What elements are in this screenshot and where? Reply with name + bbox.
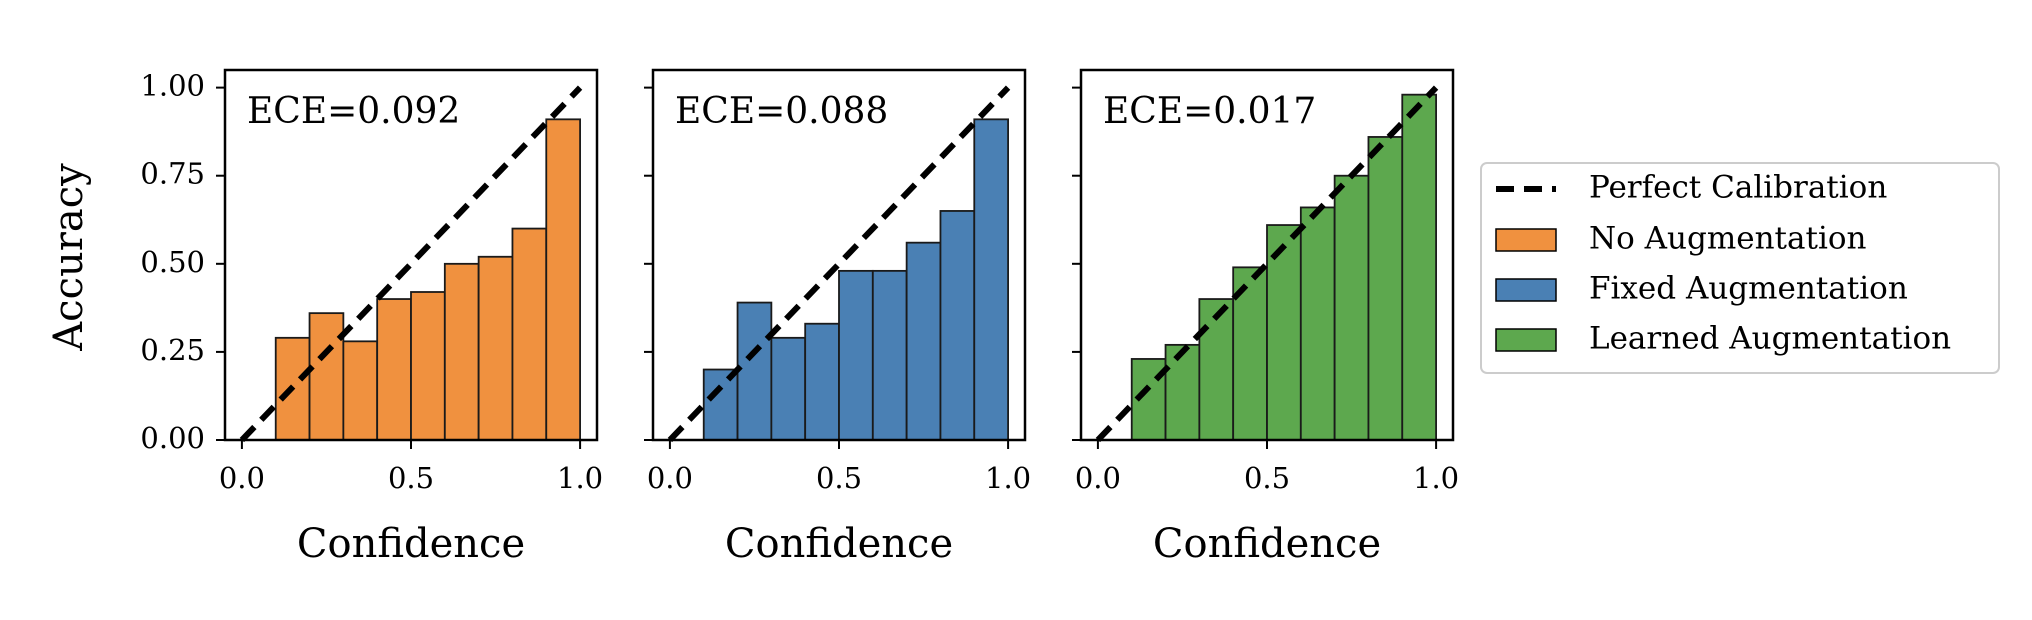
- ece-annotation: ECE=0.088: [675, 91, 888, 132]
- bar-2: [1164, 343, 1201, 441]
- bar-9: [973, 118, 1009, 441]
- x-tick-label: 0.0: [1075, 461, 1121, 495]
- panel-no-augmentation: 0.0 0.5 1.0 0.00 0.25 0.50 0.75 1.00 Confidence E…: [140, 69, 603, 567]
- perfect-calibration-line: [1095, 85, 1439, 443]
- y-tick-label: 1.00: [140, 69, 205, 103]
- y-tick-label: 0.25: [140, 333, 205, 367]
- bar-5: [410, 291, 446, 441]
- bar-4: [804, 322, 840, 441]
- bar-2: [308, 312, 345, 441]
- bar-6: [443, 262, 480, 441]
- legend-frame: [1480, 162, 2000, 374]
- ece-annotation: ECE=0.092: [247, 91, 460, 132]
- ece-annotation: ECE=0.017: [1103, 91, 1316, 132]
- y-tick-label: 0.00: [140, 421, 205, 455]
- panel-learned-augmentation: 0.0 0.5 1.0 Confidence ECE=0.017: [1072, 68, 1459, 567]
- x-axis-title: Confidence: [297, 521, 525, 567]
- legend-learned-augmentation-label: Learned Augmentation: [1589, 321, 1951, 357]
- bar-5: [1266, 224, 1302, 441]
- bar-6: [871, 269, 908, 441]
- y-axis-title: Accuracy: [46, 163, 92, 352]
- x-axis-title: Confidence: [1153, 521, 1381, 567]
- legend-learned-augmentation-swatch: [1495, 328, 1557, 352]
- legend-fixed-augmentation-label: Fixed Augmentation: [1589, 271, 1908, 307]
- bar-6: [1299, 206, 1336, 441]
- legend-no-augmentation-swatch: [1495, 228, 1557, 252]
- bar-4: [376, 298, 412, 441]
- x-tick-label: 1.0: [557, 461, 603, 495]
- bar-3: [342, 340, 379, 441]
- bar-8: [939, 210, 976, 441]
- bar-7: [1333, 174, 1370, 441]
- perfect-calibration-line: [239, 85, 583, 443]
- bar-9: [545, 118, 581, 441]
- bar-7: [477, 255, 514, 441]
- legend-perfect-calibration-label: Perfect Calibration: [1589, 170, 1887, 206]
- x-tick-label: 1.0: [1413, 461, 1459, 495]
- bar-3: [770, 336, 807, 441]
- legend-fixed-augmentation-swatch: [1495, 278, 1557, 302]
- legend: Perfect Calibration No Augmentation Fixe…: [1480, 162, 2000, 374]
- bar-7: [905, 241, 942, 441]
- bar-5: [838, 269, 874, 441]
- bar-8: [1367, 136, 1404, 441]
- panel-fixed-augmentation: 0.0 0.5 1.0 Confidence ECE=0.088: [644, 68, 1031, 567]
- x-tick-label: 0.0: [647, 461, 693, 495]
- y-tick-label: 0.50: [140, 245, 205, 279]
- x-tick-label: 0.5: [1244, 461, 1290, 495]
- y-tick-label: 0.75: [140, 157, 205, 191]
- x-tick-label: 0.5: [816, 461, 862, 495]
- x-tick-label: 1.0: [985, 461, 1031, 495]
- x-tick-label: 0.0: [219, 461, 265, 495]
- x-tick-label: 0.5: [388, 461, 434, 495]
- perfect-calibration-line: [667, 85, 1011, 443]
- bar-9: [1401, 93, 1437, 441]
- bar-1: [702, 368, 739, 441]
- bar-8: [511, 227, 548, 441]
- legend-no-augmentation-label: No Augmentation: [1589, 221, 1867, 257]
- x-axis-title: Confidence: [725, 521, 953, 567]
- bar-2: [736, 301, 773, 441]
